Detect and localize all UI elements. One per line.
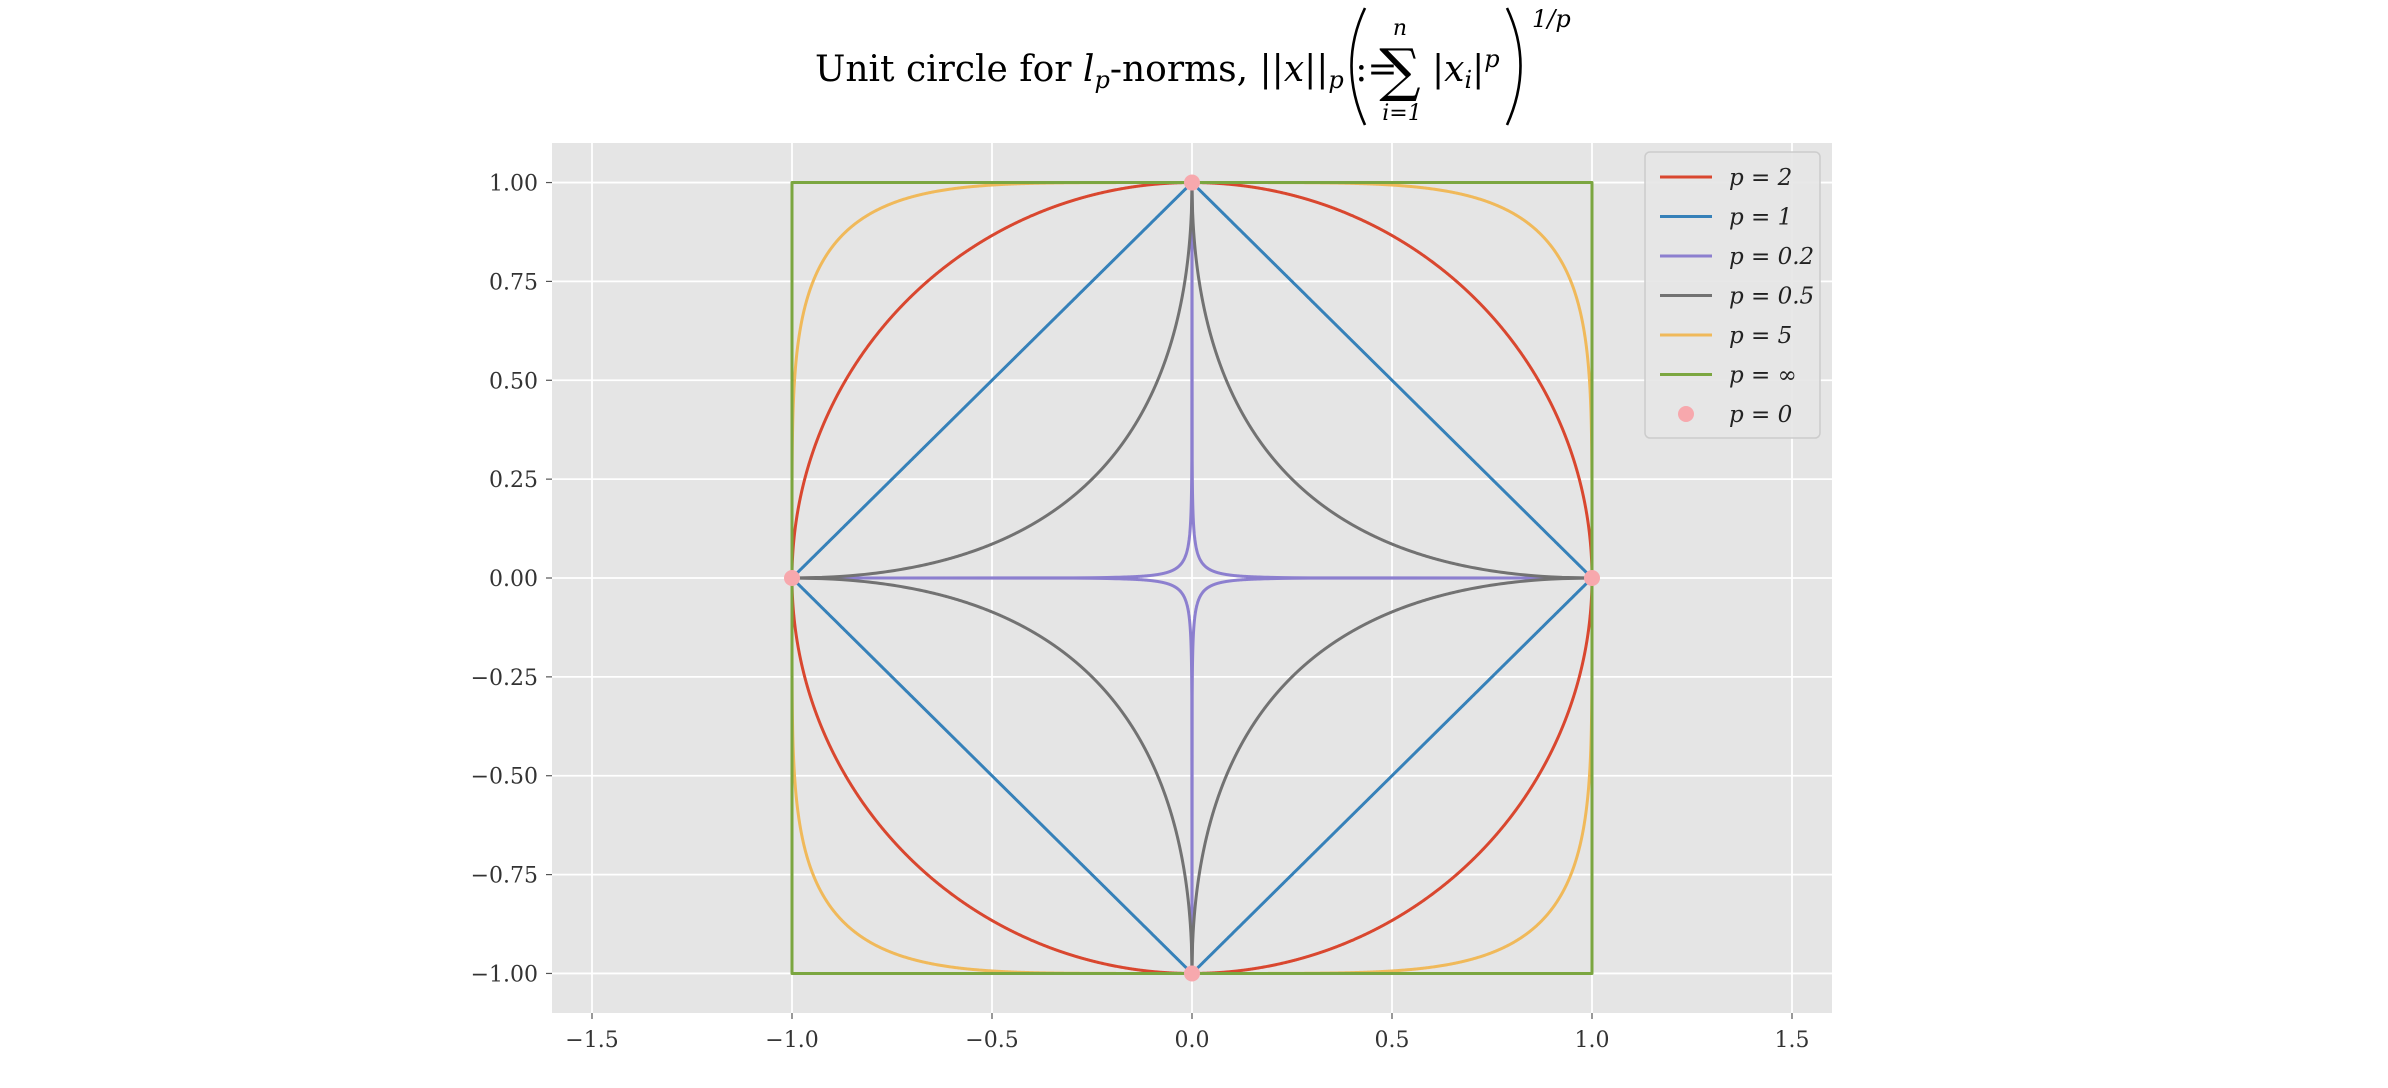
x-axis-ticks: −1.5 −1.0 −0.5 0.0 0.5 1.0 1.5	[565, 1013, 1809, 1053]
title-x: x	[1284, 49, 1304, 90]
title-abs-pow: p	[1484, 45, 1499, 73]
title-mid: -norms, ||	[1110, 49, 1284, 90]
x-tick-label: −1.5	[565, 1028, 618, 1053]
series-point-p-0	[784, 570, 800, 586]
title-abs-close: |	[1472, 49, 1484, 90]
title-xi-sub: i	[1464, 66, 1472, 94]
title-sum-lower: i=1	[1382, 101, 1421, 126]
title-l-sub: p	[1094, 66, 1109, 94]
series-point-p-0	[1184, 175, 1200, 191]
y-tick-label: 0.50	[489, 369, 538, 394]
y-tick-label: −0.50	[471, 765, 538, 790]
y-axis-ticks: 1.00 0.75 0.50 0.25 0.00 −0.25 −0.50 −0.75 −1.00	[471, 172, 552, 988]
legend-label: p = 0	[1729, 402, 1792, 428]
y-tick-label: 0.25	[489, 468, 538, 493]
svg-text:Unit circle for lp-norms, ||x|: Unit circle for lp-norms, ||x||p :=	[815, 49, 1398, 94]
y-tick-label: 0.75	[489, 270, 538, 295]
chart-title: Unit circle for lp-norms, ||x||p := n ∑ …	[815, 5, 1571, 126]
title-sum-symbol: ∑	[1379, 36, 1420, 104]
x-tick-label: 0.0	[1175, 1028, 1210, 1053]
series-point-p-0	[1584, 570, 1600, 586]
x-tick-label: 1.5	[1775, 1028, 1810, 1053]
title-abs-open: |	[1432, 49, 1444, 90]
legend-label: p = 2	[1729, 165, 1792, 191]
legend-label: p = 0.5	[1729, 284, 1814, 310]
legend: p = 2 p = 1 p = 0.2 p = 0.5 p = 5 p = ∞ p = 0	[1645, 152, 1820, 438]
title-outer-pow: 1/p	[1532, 5, 1571, 33]
y-tick-label: −0.25	[471, 666, 538, 691]
title-prefix: Unit circle for	[815, 49, 1083, 90]
legend-swatch	[1678, 406, 1694, 422]
x-tick-label: −1.0	[765, 1028, 818, 1053]
y-tick-label: −1.00	[471, 962, 538, 987]
title-l: l	[1083, 49, 1095, 90]
legend-label: p = 1	[1729, 205, 1792, 231]
y-tick-label: 0.00	[489, 567, 538, 592]
series-point-p-0	[1184, 965, 1200, 981]
legend-label: p = 5	[1729, 323, 1792, 349]
title-norm-close: ||	[1304, 49, 1328, 90]
y-tick-label: −0.75	[471, 864, 538, 889]
x-tick-label: 1.0	[1575, 1028, 1610, 1053]
x-tick-label: 0.5	[1375, 1028, 1410, 1053]
svg-text:|xi|p: |xi|p	[1432, 45, 1500, 94]
y-tick-label: 1.00	[489, 172, 538, 197]
title-norm-sub: p	[1328, 66, 1343, 94]
legend-label: p = 0.2	[1729, 244, 1814, 270]
x-tick-label: −0.5	[965, 1028, 1018, 1053]
legend-label: p = ∞	[1729, 363, 1797, 389]
title-xi: x	[1444, 49, 1464, 90]
title-right-paren	[1507, 8, 1521, 125]
